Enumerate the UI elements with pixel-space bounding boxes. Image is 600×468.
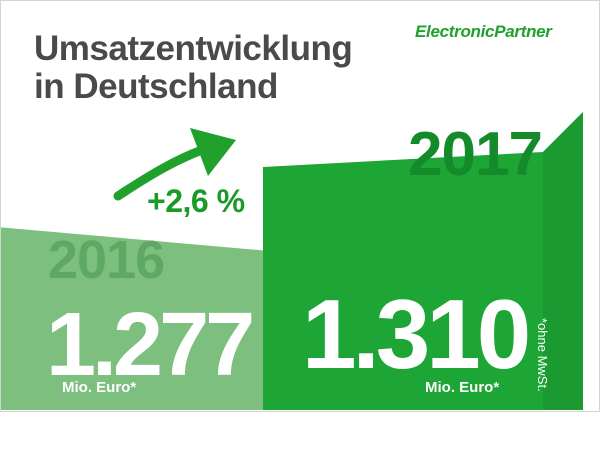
arrow-icon	[113, 145, 207, 201]
arrow-head-icon	[190, 128, 236, 176]
footnote: *ohne MwSt.	[535, 318, 550, 392]
title-line-1: Umsatzentwicklung	[34, 29, 353, 68]
brand-logo: ElectronicPartner	[415, 22, 552, 41]
category-label: 2016	[48, 230, 164, 290]
unit-label: Mio. Euro*	[62, 379, 136, 396]
title-line-2: in Deutschland	[34, 67, 278, 106]
unit-label: Mio. Euro*	[425, 379, 499, 396]
growth-label: +2,6 %	[147, 183, 245, 219]
value-label: 1.277	[46, 295, 252, 395]
bar-side-2017	[543, 112, 583, 410]
bar-2017	[263, 112, 583, 410]
value-label: 1.310	[302, 279, 528, 389]
bar-2016	[1, 227, 263, 410]
category-label: 2017	[408, 120, 542, 189]
